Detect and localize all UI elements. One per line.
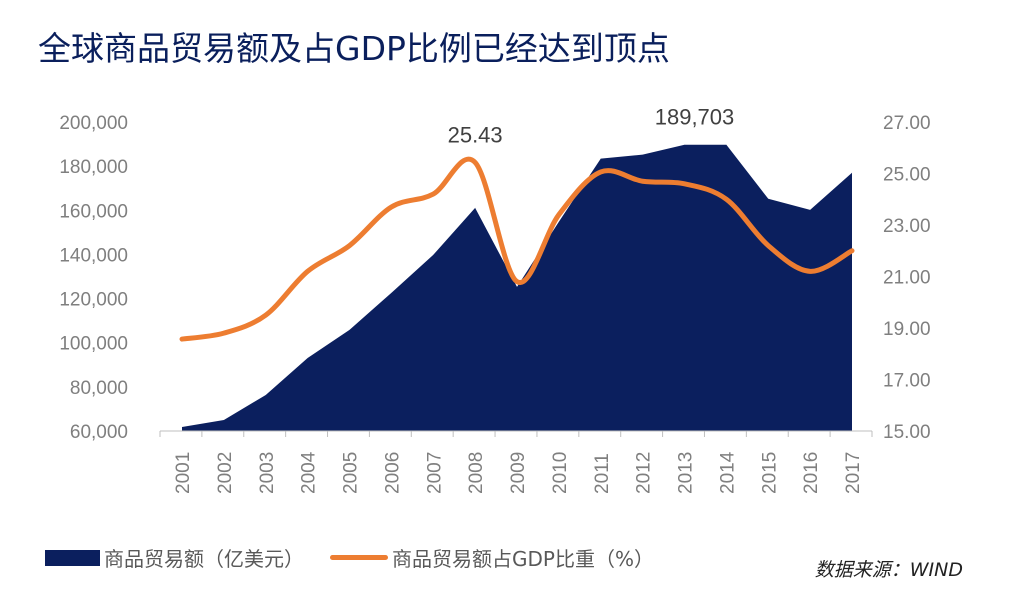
x-tick-label: 2011 <box>592 453 613 494</box>
x-tick-label: 2008 <box>466 452 487 494</box>
area-series <box>182 144 852 432</box>
right-tick-label: 21.00 <box>883 268 931 289</box>
x-tick-label: 2003 <box>257 452 278 494</box>
left-tick-label: 160,000 <box>59 201 128 222</box>
right-tick-label: 15.00 <box>883 422 931 443</box>
data-label: 25.43 <box>448 122 503 147</box>
x-tick-label: 2010 <box>550 452 571 494</box>
legend: 商品贸易额（亿美元） 商品贸易额占GDP比重（%） <box>45 543 654 572</box>
line-series <box>179 156 855 342</box>
right-tick-label: 19.00 <box>883 319 931 340</box>
x-tick-label: 2015 <box>759 452 780 494</box>
legend-swatch-area <box>45 549 100 566</box>
left-tick-label: 80,000 <box>70 378 128 399</box>
right-tick-label: 23.00 <box>883 216 931 237</box>
data-label: 189,703 <box>655 105 735 130</box>
x-tick-label: 2009 <box>508 452 529 494</box>
x-tick-label: 2014 <box>717 451 738 494</box>
x-tick-label: 2017 <box>843 452 864 494</box>
source-note: 数据来源：WIND <box>814 559 963 581</box>
left-tick-label: 100,000 <box>59 334 128 355</box>
x-tick-label: 2004 <box>299 451 320 494</box>
right-tick-label: 25.00 <box>883 165 931 186</box>
x-tick-label: 2002 <box>215 452 236 494</box>
x-tick-label: 2006 <box>382 452 403 494</box>
x-tick-label: 2005 <box>341 452 362 494</box>
left-tick-label: 60,000 <box>70 422 128 443</box>
right-tick-label: 27.00 <box>883 113 931 134</box>
x-tick-label: 2001 <box>173 452 194 494</box>
chart-title: 全球商品贸易额及占GDP比例已经达到顶点 <box>38 29 670 68</box>
left-tick-label: 200,000 <box>59 113 128 134</box>
right-tick-label: 17.00 <box>883 371 931 392</box>
x-tick-label: 2012 <box>634 452 655 494</box>
legend-swatch-line <box>330 555 388 560</box>
legend-label-line: 商品贸易额占GDP比重（%） <box>392 547 654 571</box>
x-tick-label: 2016 <box>801 452 822 494</box>
left-tick-label: 140,000 <box>59 245 128 266</box>
left-tick-label: 120,000 <box>59 290 128 311</box>
left-tick-label: 180,000 <box>59 157 128 178</box>
x-tick-label: 2007 <box>424 452 445 494</box>
legend-label-area: 商品贸易额（亿美元） <box>104 547 304 571</box>
x-tick-label: 2013 <box>676 452 697 494</box>
